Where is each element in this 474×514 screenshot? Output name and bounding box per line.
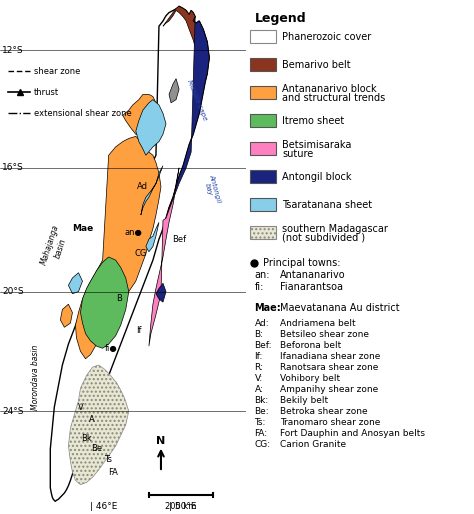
Text: Bef: Bef bbox=[172, 235, 186, 244]
Text: Principal towns:: Principal towns: bbox=[264, 258, 341, 268]
Text: Ts:: Ts: bbox=[255, 418, 266, 427]
Text: Mae:: Mae: bbox=[255, 303, 281, 313]
Text: shear zone: shear zone bbox=[34, 67, 81, 76]
Text: 12°S: 12°S bbox=[2, 46, 24, 55]
Text: Itremo sheet: Itremo sheet bbox=[283, 116, 345, 125]
Text: If:: If: bbox=[255, 352, 263, 361]
Text: Bemarivo belt: Bemarivo belt bbox=[283, 60, 351, 69]
Text: Be:: Be: bbox=[255, 407, 269, 416]
Bar bbox=[250, 86, 276, 99]
Text: Andriamena belt: Andriamena belt bbox=[281, 319, 356, 328]
Text: Ifanadiana shear zone: Ifanadiana shear zone bbox=[281, 352, 381, 361]
Text: 20°S: 20°S bbox=[2, 287, 24, 296]
Polygon shape bbox=[163, 6, 209, 84]
Text: Tranomaro shear zone: Tranomaro shear zone bbox=[281, 418, 381, 427]
Text: thrust: thrust bbox=[34, 88, 59, 97]
Polygon shape bbox=[169, 79, 179, 103]
Text: (not subdivided ): (not subdivided ) bbox=[283, 233, 365, 243]
Text: R:: R: bbox=[255, 363, 264, 372]
Text: Mahajanga
basin: Mahajanga basin bbox=[40, 224, 71, 269]
Text: Bef:: Bef: bbox=[255, 341, 272, 350]
Polygon shape bbox=[75, 136, 161, 359]
Polygon shape bbox=[149, 168, 179, 346]
Polygon shape bbox=[146, 223, 159, 252]
Text: Beforona belt: Beforona belt bbox=[281, 341, 342, 350]
Text: Antananarivo block: Antananarivo block bbox=[283, 84, 377, 94]
Bar bbox=[250, 170, 276, 183]
Text: Bekily belt: Bekily belt bbox=[281, 396, 328, 405]
Text: suture: suture bbox=[283, 149, 314, 159]
Text: | 46°E: | 46°E bbox=[90, 502, 117, 511]
Text: Ad: Ad bbox=[137, 182, 148, 191]
Text: southern Madagascar: southern Madagascar bbox=[283, 224, 388, 234]
Text: Legend: Legend bbox=[255, 12, 306, 25]
Bar bbox=[250, 114, 276, 127]
Text: Betsimisaraka: Betsimisaraka bbox=[283, 140, 352, 150]
Polygon shape bbox=[136, 100, 166, 155]
Text: V:: V: bbox=[255, 374, 263, 383]
Text: Bk: Bk bbox=[81, 434, 92, 443]
Polygon shape bbox=[163, 17, 209, 229]
Text: V: V bbox=[78, 402, 83, 412]
Text: Mae: Mae bbox=[72, 224, 93, 233]
Text: Antongil block: Antongil block bbox=[283, 172, 352, 181]
Text: Be: Be bbox=[91, 445, 102, 453]
Text: If: If bbox=[136, 326, 142, 335]
Polygon shape bbox=[50, 6, 209, 502]
Text: Ad:: Ad: bbox=[255, 319, 269, 328]
Polygon shape bbox=[68, 365, 129, 485]
Text: an:: an: bbox=[255, 270, 270, 280]
Text: Tsaratanana sheet: Tsaratanana sheet bbox=[283, 199, 373, 210]
Text: extensional shear zone: extensional shear zone bbox=[34, 109, 132, 118]
Text: A: A bbox=[89, 415, 94, 424]
Polygon shape bbox=[141, 166, 163, 215]
Text: Bk:: Bk: bbox=[255, 396, 269, 405]
Text: Phanerozoic cover: Phanerozoic cover bbox=[283, 31, 372, 42]
Text: Ts: Ts bbox=[104, 455, 112, 464]
Bar bbox=[250, 226, 276, 239]
Text: 16°S: 16°S bbox=[2, 163, 24, 172]
Text: Ranotsara shear zone: Ranotsara shear zone bbox=[281, 363, 379, 372]
Text: Fort Dauphin and Anosyan belts: Fort Dauphin and Anosyan belts bbox=[281, 429, 425, 438]
Text: Maevatanana Au district: Maevatanana Au district bbox=[281, 303, 400, 313]
Text: Antananarivo: Antananarivo bbox=[281, 270, 346, 280]
Polygon shape bbox=[81, 257, 129, 348]
Text: B: B bbox=[116, 295, 122, 303]
Text: Vohibory belt: Vohibory belt bbox=[281, 374, 340, 383]
Text: 200 km: 200 km bbox=[165, 503, 197, 511]
Text: fi:: fi: bbox=[255, 282, 264, 292]
Text: FA: FA bbox=[108, 468, 118, 476]
Text: | 50°E: | 50°E bbox=[169, 502, 197, 511]
Text: Carion Granite: Carion Granite bbox=[281, 440, 346, 449]
Bar bbox=[250, 30, 276, 43]
Text: Morondava basin: Morondava basin bbox=[31, 345, 40, 410]
Polygon shape bbox=[60, 304, 73, 327]
Text: and structural trends: and structural trends bbox=[283, 93, 386, 103]
Text: Betroka shear zone: Betroka shear zone bbox=[281, 407, 368, 416]
Bar bbox=[250, 198, 276, 211]
Text: an●: an● bbox=[125, 228, 143, 237]
Text: Fianarantsoa: Fianarantsoa bbox=[281, 282, 343, 292]
Polygon shape bbox=[156, 283, 166, 302]
Bar bbox=[250, 142, 276, 155]
Text: Ampanihy shear zone: Ampanihy shear zone bbox=[281, 385, 379, 394]
Text: B:: B: bbox=[255, 330, 264, 339]
Polygon shape bbox=[68, 273, 82, 293]
Polygon shape bbox=[123, 95, 159, 136]
Text: CG:: CG: bbox=[255, 440, 271, 449]
Text: 24°S: 24°S bbox=[2, 407, 24, 416]
Text: Antongil
bay: Antongil bay bbox=[201, 173, 221, 205]
Text: A:: A: bbox=[255, 385, 264, 394]
Text: fi●: fi● bbox=[104, 344, 117, 353]
Text: N: N bbox=[156, 435, 165, 446]
Text: Masola cape: Masola cape bbox=[186, 78, 208, 121]
Text: FA:: FA: bbox=[255, 429, 268, 438]
Bar bbox=[250, 58, 276, 71]
Text: Betsileo shear zone: Betsileo shear zone bbox=[281, 330, 369, 339]
Text: CG: CG bbox=[135, 249, 147, 259]
